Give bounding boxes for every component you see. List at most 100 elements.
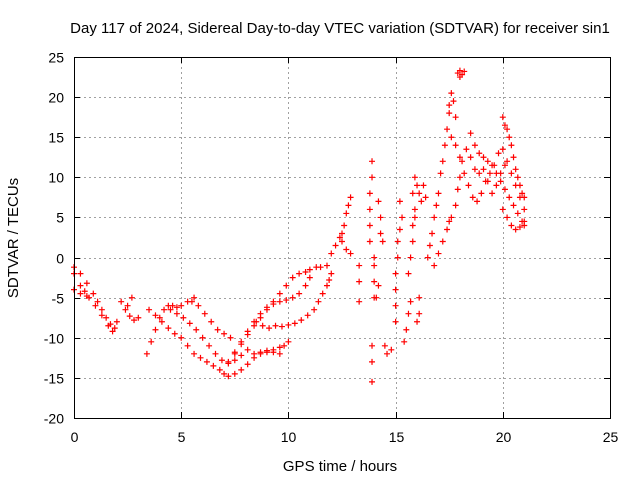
- data-point: [105, 322, 112, 329]
- data-point: [499, 206, 506, 213]
- data-point: [184, 342, 191, 349]
- series-track-a: [71, 264, 120, 332]
- data-point: [323, 262, 330, 269]
- data-point: [180, 314, 187, 321]
- x-tick-label: 0: [71, 429, 79, 445]
- data-point: [302, 268, 309, 275]
- x-axis-label: GPS time / hours: [283, 458, 397, 475]
- data-point: [366, 238, 373, 245]
- data-point: [495, 150, 502, 157]
- data-point: [439, 238, 446, 245]
- data-point: [392, 270, 399, 277]
- x-tick-label: 25: [603, 429, 619, 445]
- series-track-p: [392, 198, 406, 325]
- y-tick-label: 5: [56, 210, 64, 226]
- y-tick-label: -10: [44, 331, 64, 347]
- data-point: [131, 317, 138, 324]
- data-point: [369, 158, 376, 165]
- data-point: [285, 338, 292, 345]
- data-point: [377, 214, 384, 221]
- data-point: [510, 202, 517, 209]
- data-point: [399, 214, 406, 221]
- data-point: [411, 174, 418, 181]
- data-point: [118, 298, 125, 305]
- data-point: [418, 198, 425, 205]
- data-point: [178, 302, 185, 309]
- data-point: [456, 154, 463, 161]
- data-point: [191, 294, 198, 301]
- data-point: [244, 346, 251, 353]
- data-point: [514, 174, 521, 181]
- data-point: [298, 317, 305, 324]
- data-point: [238, 352, 245, 359]
- data-point: [456, 67, 463, 74]
- data-point: [276, 344, 283, 351]
- data-point: [212, 350, 219, 357]
- data-point: [471, 166, 478, 173]
- data-point: [420, 182, 427, 189]
- data-point: [319, 290, 326, 297]
- data-point: [356, 298, 363, 305]
- data-point: [504, 158, 511, 165]
- data-point: [489, 190, 496, 197]
- x-tick-label: 20: [496, 429, 512, 445]
- data-point: [366, 190, 373, 197]
- data-point: [452, 202, 459, 209]
- data-point: [276, 290, 283, 297]
- data-point: [396, 226, 403, 233]
- data-point: [437, 170, 444, 177]
- data-point: [98, 306, 105, 313]
- data-point: [452, 114, 459, 121]
- data-point: [422, 194, 429, 201]
- data-point: [499, 114, 506, 121]
- data-point: [465, 182, 472, 189]
- data-point: [366, 222, 373, 229]
- data-point: [135, 314, 142, 321]
- data-point: [396, 198, 403, 205]
- data-point: [161, 306, 168, 313]
- data-point: [302, 282, 309, 289]
- data-point: [156, 314, 163, 321]
- data-point: [328, 270, 335, 277]
- data-point: [306, 274, 313, 281]
- data-point: [83, 293, 90, 300]
- series-track-e: [143, 294, 198, 357]
- y-tick-label: 15: [48, 130, 64, 146]
- data-point: [512, 226, 519, 233]
- data-point: [439, 158, 446, 165]
- y-axis-label: SDTVAR / TECUs: [5, 178, 22, 298]
- data-point: [375, 198, 382, 205]
- series-track-q: [401, 174, 429, 345]
- data-point: [463, 146, 470, 153]
- data-point: [482, 178, 489, 185]
- data-point: [405, 310, 412, 317]
- data-point: [270, 349, 277, 356]
- data-point: [272, 322, 279, 329]
- data-point: [328, 250, 335, 257]
- data-point: [103, 314, 110, 321]
- series-track-f: [146, 306, 292, 380]
- data-point: [401, 338, 408, 345]
- data-point: [489, 162, 496, 169]
- data-point: [459, 158, 466, 165]
- data-point: [414, 318, 421, 325]
- data-point: [257, 349, 264, 356]
- series-track-m: [356, 262, 363, 305]
- data-point: [501, 122, 508, 129]
- data-point: [77, 270, 84, 277]
- data-point: [227, 334, 234, 341]
- data-point: [456, 74, 463, 81]
- data-point: [444, 126, 451, 133]
- data-point: [221, 370, 228, 377]
- chart-title: Day 117 of 2024, Sidereal Day-to-day VTE…: [70, 20, 610, 37]
- data-point: [111, 325, 118, 332]
- data-point: [448, 134, 455, 141]
- data-point: [521, 206, 528, 213]
- data-point: [285, 321, 292, 328]
- data-point: [516, 224, 523, 231]
- series-track-n: [366, 158, 378, 385]
- data-point: [510, 154, 517, 161]
- data-point: [283, 282, 290, 289]
- data-point: [392, 302, 399, 309]
- data-point: [315, 298, 322, 305]
